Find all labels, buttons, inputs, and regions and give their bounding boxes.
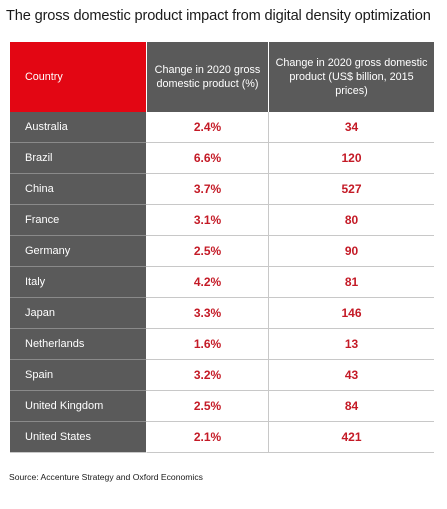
country-cell: United States bbox=[10, 422, 147, 453]
table-body: Australia 2.4% 34 Brazil 6.6% 120 China 3.7% 527… bbox=[10, 112, 434, 453]
gdp-change-percent-cell: 3.3% bbox=[147, 298, 269, 329]
page-title: The gross domestic product impact from d… bbox=[6, 8, 431, 24]
gdp-change-usd-cell: 43 bbox=[269, 360, 434, 391]
gdp-change-percent-cell: 3.2% bbox=[147, 360, 269, 391]
gdp-change-usd-cell: 421 bbox=[269, 422, 434, 453]
table-row: United Kingdom 2.5% 84 bbox=[10, 391, 434, 422]
gdp-change-percent-cell: 2.5% bbox=[147, 236, 269, 267]
gdp-change-percent-cell: 4.2% bbox=[147, 267, 269, 298]
gdp-change-usd-cell: 81 bbox=[269, 267, 434, 298]
header-gdp-change-percent: Change in 2020 gross domestic product (%… bbox=[147, 42, 269, 112]
header-country: Country bbox=[10, 42, 147, 112]
table-row: United States 2.1% 421 bbox=[10, 422, 434, 453]
gdp-change-usd-cell: 90 bbox=[269, 236, 434, 267]
country-cell: Japan bbox=[10, 298, 147, 329]
table-row: Japan 3.3% 146 bbox=[10, 298, 434, 329]
table-row: Italy 4.2% 81 bbox=[10, 267, 434, 298]
gdp-impact-table: Country Change in 2020 gross domestic pr… bbox=[10, 42, 434, 453]
gdp-change-percent-cell: 2.1% bbox=[147, 422, 269, 453]
gdp-change-usd-cell: 34 bbox=[269, 112, 434, 143]
country-cell: France bbox=[10, 205, 147, 236]
gdp-change-usd-cell: 146 bbox=[269, 298, 434, 329]
country-cell: Germany bbox=[10, 236, 147, 267]
country-cell: Netherlands bbox=[10, 329, 147, 360]
gdp-change-percent-cell: 3.7% bbox=[147, 174, 269, 205]
gdp-change-percent-cell: 2.5% bbox=[147, 391, 269, 422]
gdp-change-usd-cell: 527 bbox=[269, 174, 434, 205]
country-cell: Brazil bbox=[10, 143, 147, 174]
table-row: Australia 2.4% 34 bbox=[10, 112, 434, 143]
table-header-row: Country Change in 2020 gross domestic pr… bbox=[10, 42, 434, 112]
gdp-change-usd-cell: 120 bbox=[269, 143, 434, 174]
country-cell: Spain bbox=[10, 360, 147, 391]
header-gdp-change-usd: Change in 2020 gross domestic product (U… bbox=[269, 42, 434, 112]
table-row: Brazil 6.6% 120 bbox=[10, 143, 434, 174]
country-cell: Italy bbox=[10, 267, 147, 298]
gdp-change-percent-cell: 3.1% bbox=[147, 205, 269, 236]
source-note: Source: Accenture Strategy and Oxford Ec… bbox=[9, 472, 203, 482]
gdp-change-usd-cell: 13 bbox=[269, 329, 434, 360]
table-row: China 3.7% 527 bbox=[10, 174, 434, 205]
gdp-change-percent-cell: 1.6% bbox=[147, 329, 269, 360]
gdp-change-percent-cell: 6.6% bbox=[147, 143, 269, 174]
country-cell: United Kingdom bbox=[10, 391, 147, 422]
gdp-change-usd-cell: 84 bbox=[269, 391, 434, 422]
gdp-change-percent-cell: 2.4% bbox=[147, 112, 269, 143]
country-cell: Australia bbox=[10, 112, 147, 143]
table-row: Spain 3.2% 43 bbox=[10, 360, 434, 391]
table-row: Germany 2.5% 90 bbox=[10, 236, 434, 267]
gdp-change-usd-cell: 80 bbox=[269, 205, 434, 236]
country-cell: China bbox=[10, 174, 147, 205]
table-row: Netherlands 1.6% 13 bbox=[10, 329, 434, 360]
table-row: France 3.1% 80 bbox=[10, 205, 434, 236]
